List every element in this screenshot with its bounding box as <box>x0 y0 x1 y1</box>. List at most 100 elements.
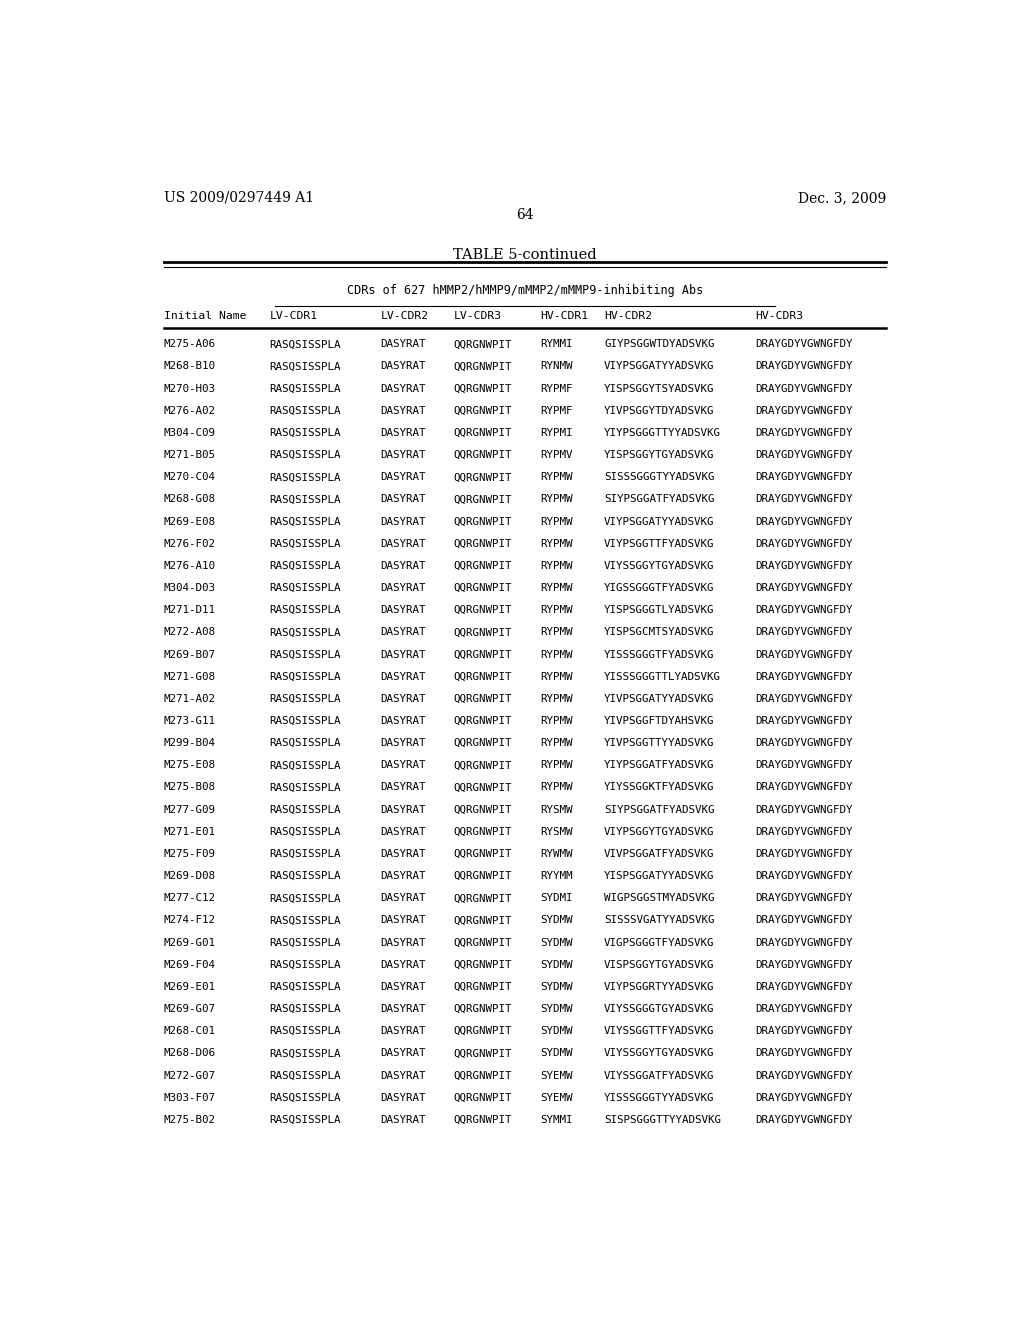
Text: RYPMW: RYPMW <box>541 605 573 615</box>
Text: DASYRAT: DASYRAT <box>380 405 426 416</box>
Text: DRAYGDYVGWNGFDY: DRAYGDYVGWNGFDY <box>755 1048 852 1059</box>
Text: M299-B04: M299-B04 <box>164 738 216 748</box>
Text: VIYSSGGATFYADSVKG: VIYSSGGATFYADSVKG <box>604 1071 715 1081</box>
Text: RYPMW: RYPMW <box>541 760 573 771</box>
Text: RASQSISSPLA: RASQSISSPLA <box>269 1115 341 1125</box>
Text: M275-F09: M275-F09 <box>164 849 216 859</box>
Text: RASQSISSPLA: RASQSISSPLA <box>269 760 341 771</box>
Text: DRAYGDYVGWNGFDY: DRAYGDYVGWNGFDY <box>755 405 852 416</box>
Text: QQRGNWPIT: QQRGNWPIT <box>454 1093 512 1102</box>
Text: RASQSISSPLA: RASQSISSPLA <box>269 495 341 504</box>
Text: DRAYGDYVGWNGFDY: DRAYGDYVGWNGFDY <box>755 783 852 792</box>
Text: RASQSISSPLA: RASQSISSPLA <box>269 1093 341 1102</box>
Text: DRAYGDYVGWNGFDY: DRAYGDYVGWNGFDY <box>755 937 852 948</box>
Text: QQRGNWPIT: QQRGNWPIT <box>454 1115 512 1125</box>
Text: RASQSISSPLA: RASQSISSPLA <box>269 428 341 438</box>
Text: RASQSISSPLA: RASQSISSPLA <box>269 583 341 593</box>
Text: DASYRAT: DASYRAT <box>380 937 426 948</box>
Text: RASQSISSPLA: RASQSISSPLA <box>269 605 341 615</box>
Text: QQRGNWPIT: QQRGNWPIT <box>454 1026 512 1036</box>
Text: QQRGNWPIT: QQRGNWPIT <box>454 362 512 371</box>
Text: SISSSVGATYYADSVKG: SISSSVGATYYADSVKG <box>604 915 715 925</box>
Text: M275-B08: M275-B08 <box>164 783 216 792</box>
Text: RASQSISSPLA: RASQSISSPLA <box>269 672 341 681</box>
Text: M269-E01: M269-E01 <box>164 982 216 991</box>
Text: YISSSGGGTFYADSVKG: YISSSGGGTFYADSVKG <box>604 649 715 660</box>
Text: RYMMI: RYMMI <box>541 339 573 350</box>
Text: QQRGNWPIT: QQRGNWPIT <box>454 715 512 726</box>
Text: DRAYGDYVGWNGFDY: DRAYGDYVGWNGFDY <box>755 960 852 970</box>
Text: QQRGNWPIT: QQRGNWPIT <box>454 649 512 660</box>
Text: YISSSGGGTYYADSVKG: YISSSGGGTYYADSVKG <box>604 1093 715 1102</box>
Text: RASQSISSPLA: RASQSISSPLA <box>269 715 341 726</box>
Text: DRAYGDYVGWNGFDY: DRAYGDYVGWNGFDY <box>755 738 852 748</box>
Text: RYPMW: RYPMW <box>541 495 573 504</box>
Text: RASQSISSPLA: RASQSISSPLA <box>269 561 341 570</box>
Text: M275-B02: M275-B02 <box>164 1115 216 1125</box>
Text: RASQSISSPLA: RASQSISSPLA <box>269 1071 341 1081</box>
Text: RASQSISSPLA: RASQSISSPLA <box>269 450 341 461</box>
Text: DRAYGDYVGWNGFDY: DRAYGDYVGWNGFDY <box>755 849 852 859</box>
Text: HV-CDR2: HV-CDR2 <box>604 312 652 321</box>
Text: DRAYGDYVGWNGFDY: DRAYGDYVGWNGFDY <box>755 915 852 925</box>
Text: QQRGNWPIT: QQRGNWPIT <box>454 384 512 393</box>
Text: M303-F07: M303-F07 <box>164 1093 216 1102</box>
Text: QQRGNWPIT: QQRGNWPIT <box>454 760 512 771</box>
Text: RYPMW: RYPMW <box>541 473 573 482</box>
Text: M270-C04: M270-C04 <box>164 473 216 482</box>
Text: RASQSISSPLA: RASQSISSPLA <box>269 915 341 925</box>
Text: RYPMW: RYPMW <box>541 561 573 570</box>
Text: RASQSISSPLA: RASQSISSPLA <box>269 826 341 837</box>
Text: YIGSSGGGTFYADSVKG: YIGSSGGGTFYADSVKG <box>604 583 715 593</box>
Text: LV-CDR2: LV-CDR2 <box>380 312 428 321</box>
Text: DASYRAT: DASYRAT <box>380 915 426 925</box>
Text: VIYSSGGTTFYADSVKG: VIYSSGGTTFYADSVKG <box>604 1026 715 1036</box>
Text: M271-B05: M271-B05 <box>164 450 216 461</box>
Text: YISPSGGATYYADSVKG: YISPSGGATYYADSVKG <box>604 871 715 880</box>
Text: DRAYGDYVGWNGFDY: DRAYGDYVGWNGFDY <box>755 826 852 837</box>
Text: DASYRAT: DASYRAT <box>380 384 426 393</box>
Text: RYPMF: RYPMF <box>541 405 573 416</box>
Text: RASQSISSPLA: RASQSISSPLA <box>269 1026 341 1036</box>
Text: QQRGNWPIT: QQRGNWPIT <box>454 915 512 925</box>
Text: RYPMW: RYPMW <box>541 627 573 638</box>
Text: DRAYGDYVGWNGFDY: DRAYGDYVGWNGFDY <box>755 1026 852 1036</box>
Text: DRAYGDYVGWNGFDY: DRAYGDYVGWNGFDY <box>755 495 852 504</box>
Text: M276-A02: M276-A02 <box>164 405 216 416</box>
Text: DASYRAT: DASYRAT <box>380 627 426 638</box>
Text: RASQSISSPLA: RASQSISSPLA <box>269 783 341 792</box>
Text: DRAYGDYVGWNGFDY: DRAYGDYVGWNGFDY <box>755 1115 852 1125</box>
Text: SIYPSGGATFYADSVKG: SIYPSGGATFYADSVKG <box>604 805 715 814</box>
Text: M276-F02: M276-F02 <box>164 539 216 549</box>
Text: M269-B07: M269-B07 <box>164 649 216 660</box>
Text: DASYRAT: DASYRAT <box>380 694 426 704</box>
Text: RASQSISSPLA: RASQSISSPLA <box>269 627 341 638</box>
Text: M271-D11: M271-D11 <box>164 605 216 615</box>
Text: VIYPSGGRTYYADSVKG: VIYPSGGRTYYADSVKG <box>604 982 715 991</box>
Text: QQRGNWPIT: QQRGNWPIT <box>454 849 512 859</box>
Text: SIYPSGGATFYADSVKG: SIYPSGGATFYADSVKG <box>604 495 715 504</box>
Text: RASQSISSPLA: RASQSISSPLA <box>269 937 341 948</box>
Text: YISPSGCMTSYADSVKG: YISPSGCMTSYADSVKG <box>604 627 715 638</box>
Text: VIVPSGGATFYADSVKG: VIVPSGGATFYADSVKG <box>604 849 715 859</box>
Text: M277-C12: M277-C12 <box>164 894 216 903</box>
Text: RASQSISSPLA: RASQSISSPLA <box>269 339 341 350</box>
Text: DASYRAT: DASYRAT <box>380 1071 426 1081</box>
Text: DASYRAT: DASYRAT <box>380 473 426 482</box>
Text: DASYRAT: DASYRAT <box>380 1115 426 1125</box>
Text: DASYRAT: DASYRAT <box>380 960 426 970</box>
Text: M271-E01: M271-E01 <box>164 826 216 837</box>
Text: QQRGNWPIT: QQRGNWPIT <box>454 627 512 638</box>
Text: RASQSISSPLA: RASQSISSPLA <box>269 894 341 903</box>
Text: QQRGNWPIT: QQRGNWPIT <box>454 783 512 792</box>
Text: YISPSGGGTLYADSVKG: YISPSGGGTLYADSVKG <box>604 605 715 615</box>
Text: US 2009/0297449 A1: US 2009/0297449 A1 <box>164 191 313 205</box>
Text: QQRGNWPIT: QQRGNWPIT <box>454 672 512 681</box>
Text: RYPMI: RYPMI <box>541 428 573 438</box>
Text: RASQSISSPLA: RASQSISSPLA <box>269 516 341 527</box>
Text: QQRGNWPIT: QQRGNWPIT <box>454 937 512 948</box>
Text: SYDMW: SYDMW <box>541 982 573 991</box>
Text: SYDMW: SYDMW <box>541 937 573 948</box>
Text: VIYPSGGYTGYADSVKG: VIYPSGGYTGYADSVKG <box>604 826 715 837</box>
Text: M268-C01: M268-C01 <box>164 1026 216 1036</box>
